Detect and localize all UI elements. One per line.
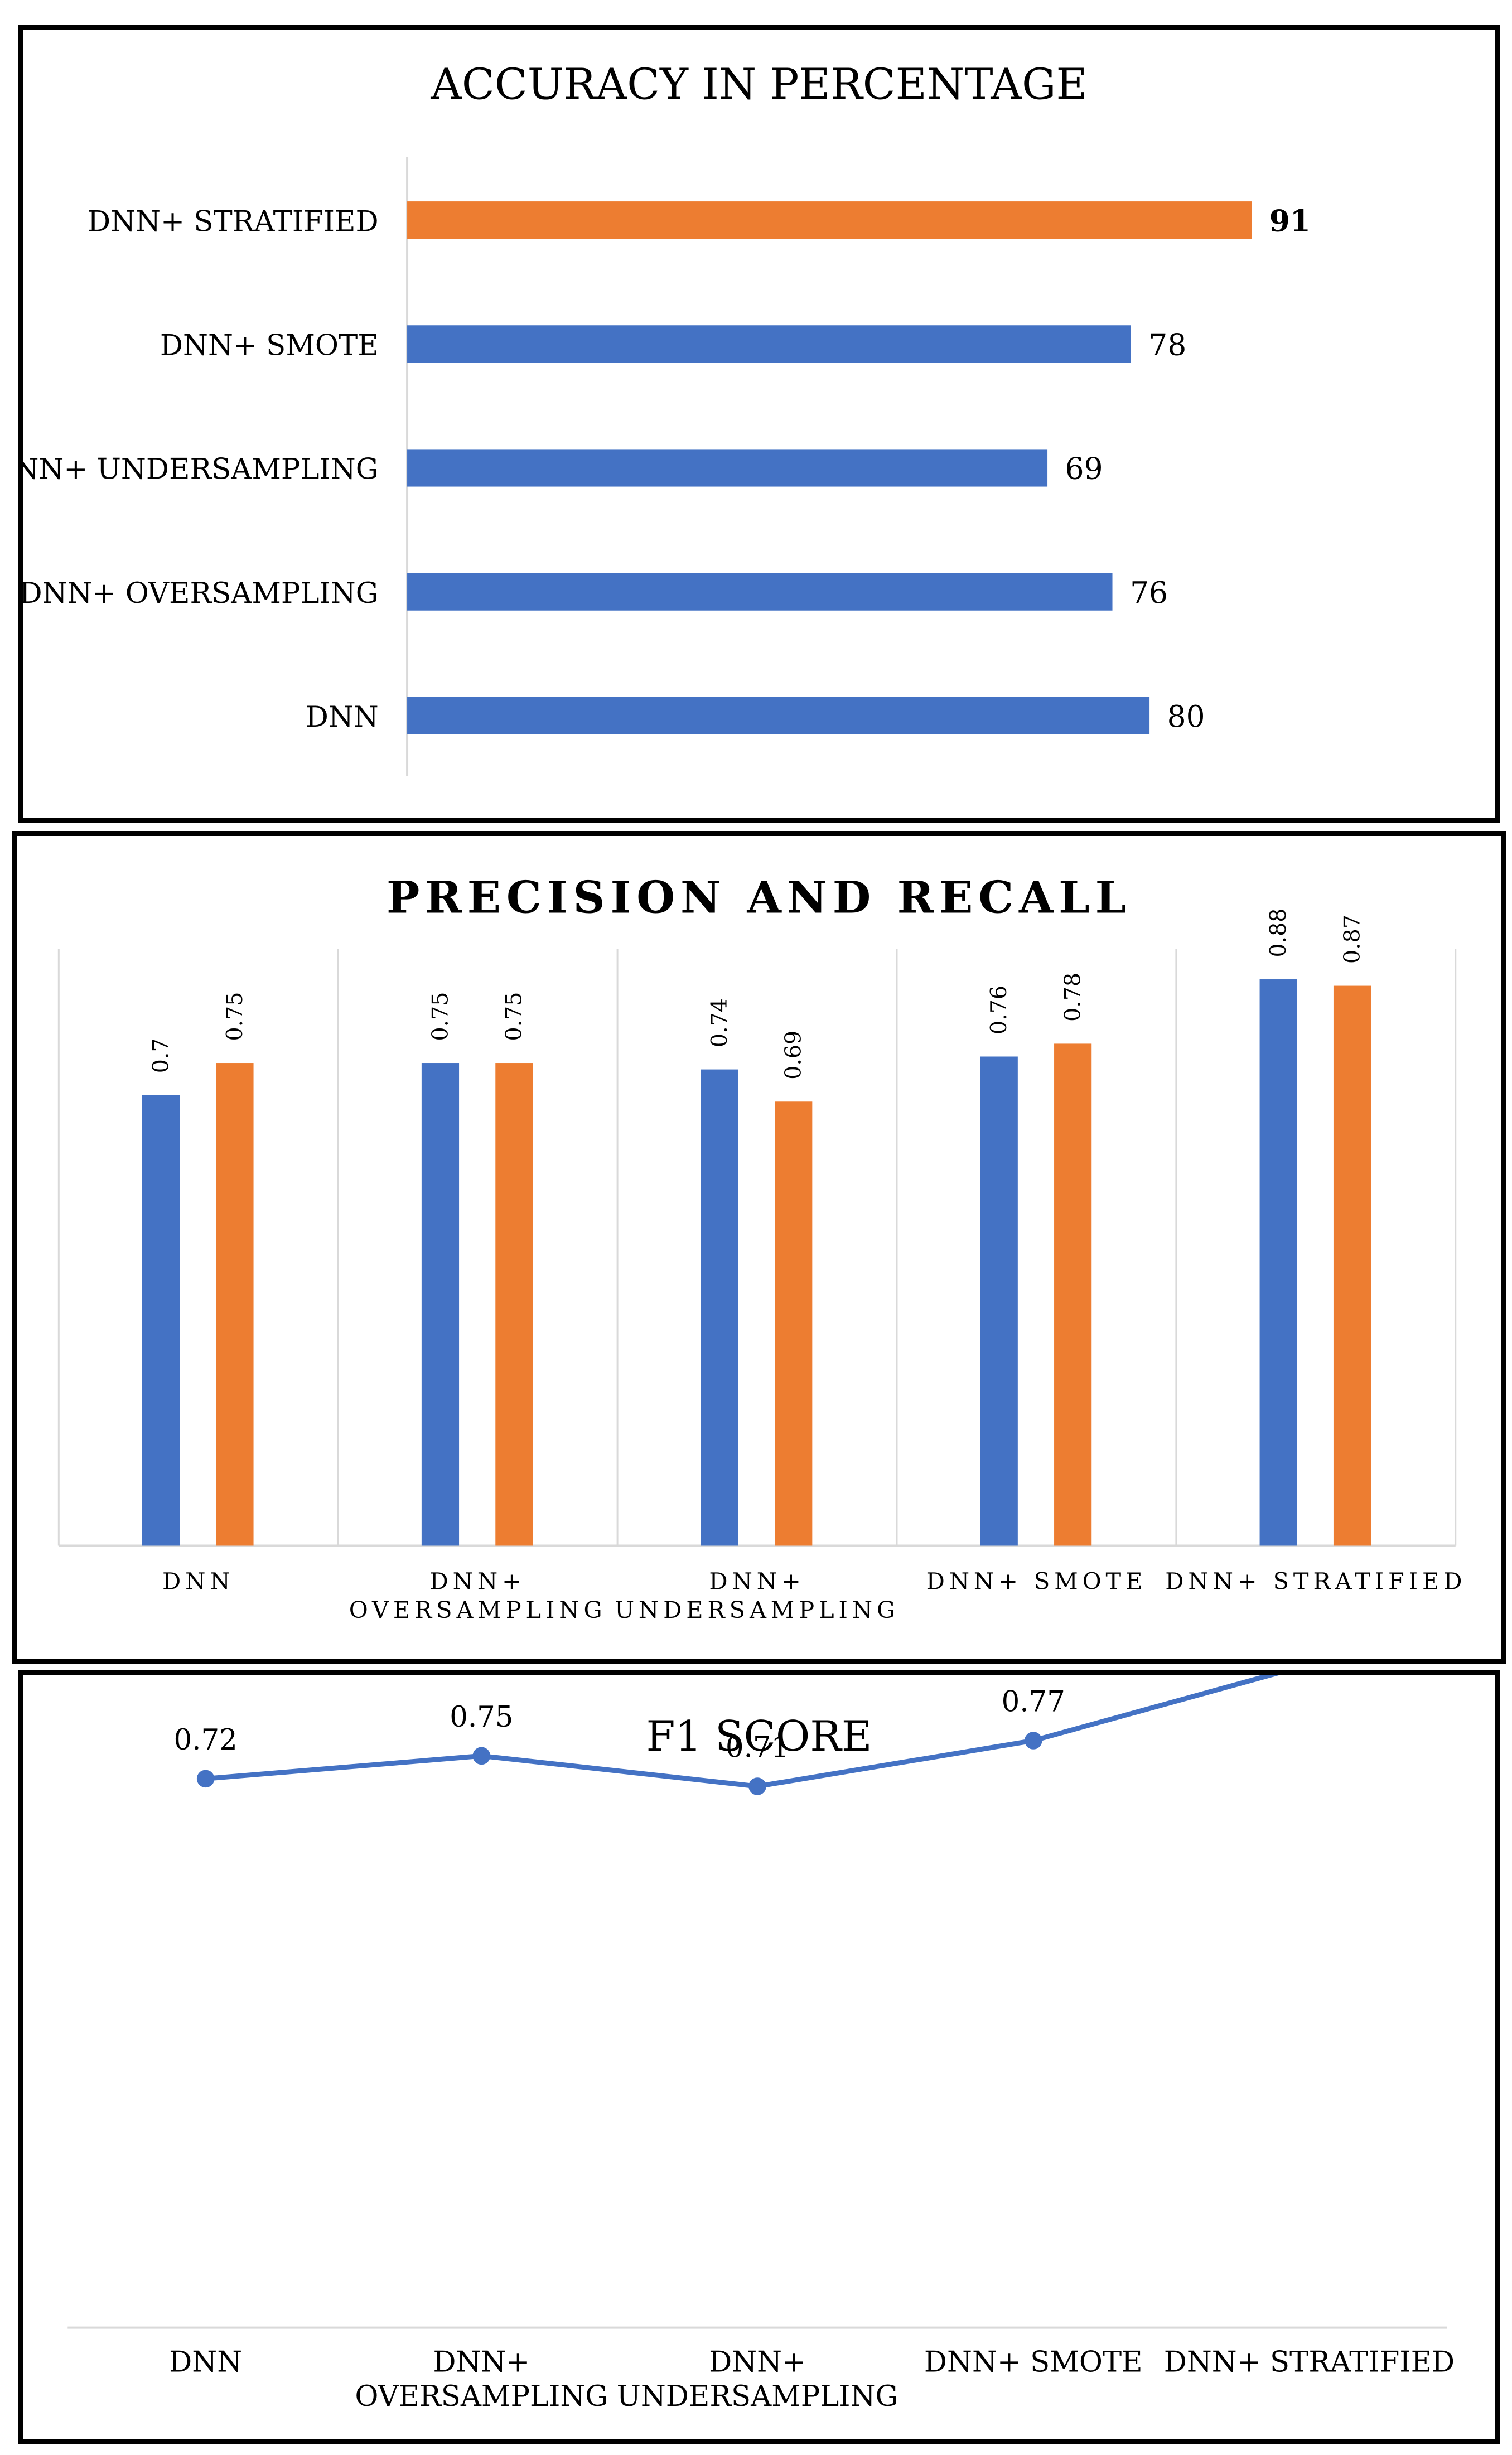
f1-category-label: DNN+	[433, 2346, 530, 2379]
f1-category-label: UNDERSAMPLING	[617, 2380, 898, 2413]
f1-category-label: OVERSAMPLING	[355, 2380, 608, 2413]
accuracy-chart: ACCURACY IN PERCENTAGE DNN+ STRATIFIED 91…	[23, 60, 1311, 776]
f1-data-point	[748, 1777, 766, 1795]
precision-recall-data-label: 0.88	[1265, 908, 1291, 958]
precision-recall-category-label: DNN+	[430, 1568, 526, 1595]
precision-recall-data-label: 0.7	[148, 1038, 173, 1073]
precision-recall-data-label: 0.75	[222, 992, 248, 1041]
precision-recall-bar	[1259, 979, 1297, 1546]
f1-data-label: 0.72	[174, 1723, 238, 1757]
accuracy-value-label: 78	[1148, 328, 1186, 363]
f1-score-chart-title: F1 SCORE	[646, 1712, 872, 1761]
precision-recall-bar	[701, 1069, 738, 1546]
f1-category-label: DNN	[169, 2346, 242, 2379]
precision-recall-chart-title: PRECISION AND RECALL	[387, 871, 1132, 923]
precision-recall-bar	[1054, 1043, 1092, 1546]
precision-recall-data-label: 0.75	[501, 992, 527, 1041]
precision-recall-data-label: 0.75	[427, 992, 453, 1041]
accuracy-category-label: DNN+ STRATIFIED	[88, 205, 379, 238]
precision-recall-bar	[421, 1063, 460, 1546]
accuracy-value-label: 80	[1167, 699, 1205, 734]
precision-recall-data-label: 0.87	[1339, 915, 1365, 964]
accuracy-bar	[407, 449, 1048, 487]
precision-recall-category-label: UNDERSAMPLING	[615, 1596, 900, 1623]
precision-recall-bar	[980, 1056, 1018, 1546]
f1-score-chart-panel: F1 SCORE 0.720.750.710.770.87DNNDNN+OVER…	[18, 1670, 1500, 2444]
precision-recall-bar	[142, 1095, 180, 1546]
precision-recall-category-label: OVERSAMPLING	[349, 1596, 607, 1623]
precision-recall-bar	[1333, 985, 1371, 1546]
accuracy-bar	[407, 325, 1131, 363]
precision-recall-chart: PRECISION AND RECALL 0.7 0.75 DNN 0.75 0.75 D…	[57, 871, 1466, 1623]
precision-recall-bar	[216, 1063, 254, 1546]
f1-data-point	[472, 1747, 491, 1765]
accuracy-category-label: DNN+ UNDERSAMPLING	[23, 453, 379, 486]
f1-score-chart: F1 SCORE 0.720.750.710.770.87DNNDNN+OVER…	[67, 1675, 1455, 2413]
precision-recall-data-label: 0.76	[986, 985, 1012, 1035]
accuracy-chart-panel: ACCURACY IN PERCENTAGE DNN+ STRATIFIED 91…	[18, 25, 1500, 823]
accuracy-value-label: 91	[1269, 203, 1311, 238]
precision-recall-category-label: DNN	[162, 1568, 235, 1595]
accuracy-bar	[407, 201, 1252, 239]
f1-data-point	[196, 1770, 215, 1788]
precision-recall-category-label: DNN+ SMOTE	[926, 1568, 1147, 1595]
precision-recall-bar	[495, 1063, 533, 1546]
f1-data-label: 0.75	[450, 1700, 513, 1734]
precision-recall-data-label: 0.78	[1060, 973, 1085, 1022]
accuracy-category-label: DNN+ SMOTE	[160, 329, 379, 363]
accuracy-category-label: DNN+ OVERSAMPLING	[23, 577, 379, 610]
precision-recall-data-label: 0.69	[781, 1031, 806, 1080]
f1-data-point	[1024, 1732, 1042, 1750]
precision-recall-category-label: DNN+ STRATIFIED	[1165, 1568, 1466, 1595]
accuracy-bar	[407, 697, 1150, 734]
f1-data-label: 0.77	[1002, 1685, 1065, 1719]
precision-recall-bar	[775, 1101, 813, 1546]
f1-category-label: DNN+ SMOTE	[924, 2346, 1143, 2379]
accuracy-value-label: 76	[1130, 576, 1168, 610]
f1-category-label: DNN+ STRATIFIED	[1164, 2346, 1455, 2379]
accuracy-bar	[407, 573, 1113, 611]
accuracy-value-label: 69	[1065, 452, 1103, 486]
precision-recall-category-label: DNN+	[709, 1568, 805, 1595]
precision-recall-chart-panel: PRECISION AND RECALL 0.7 0.75 DNN 0.75 0.75 D…	[12, 831, 1506, 1664]
f1-data-label: 0.71	[726, 1731, 789, 1765]
accuracy-chart-title: ACCURACY IN PERCENTAGE	[430, 60, 1087, 109]
accuracy-category-label: DNN	[306, 700, 379, 734]
f1-category-label: DNN+	[709, 2346, 806, 2379]
precision-recall-data-label: 0.74	[707, 998, 732, 1047]
